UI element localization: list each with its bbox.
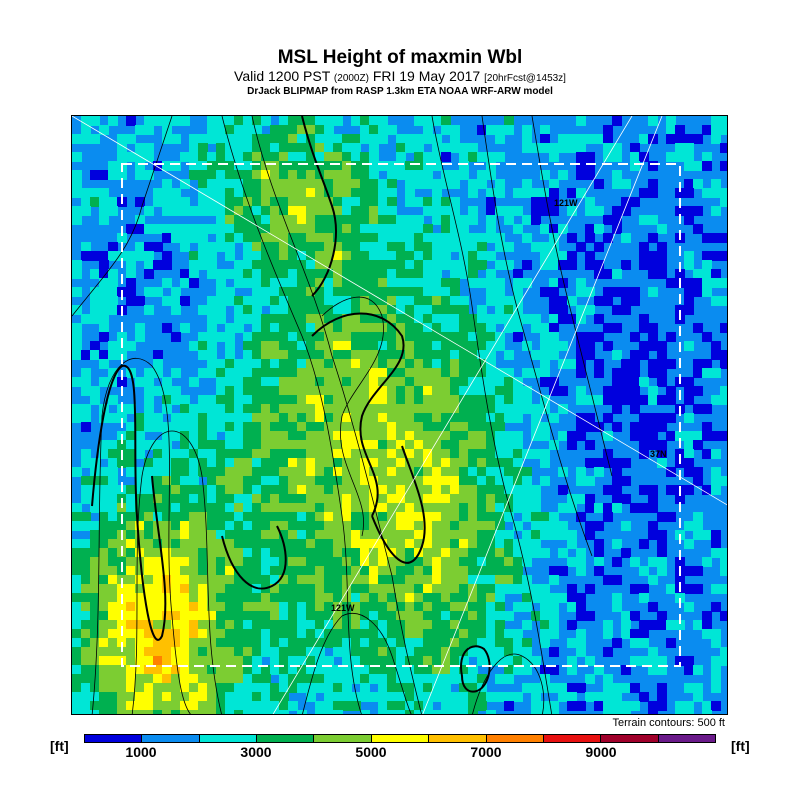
legend-tick-label: 9000: [585, 744, 617, 760]
legend-tick-label: 1000: [125, 744, 157, 760]
color-legend-bar: [84, 734, 716, 743]
legend-tick-label: 5000: [355, 744, 387, 760]
terrain-contour-major: [460, 645, 491, 693]
forecast-info: [20hrFcst@1453z]: [484, 73, 566, 84]
terrain-contour: [531, 116, 613, 477]
terrain-contour: [472, 653, 545, 714]
terrain-contour: [221, 116, 362, 714]
map-title: MSL Height of maxmin Wbl: [277, 47, 523, 68]
legend-swatch: [85, 735, 143, 742]
legend-swatch: [543, 735, 602, 742]
terrain-contour: [251, 116, 422, 714]
map-panel: 121W 37N 121W: [71, 115, 728, 715]
legend-swatch: [601, 735, 659, 742]
map-field: [72, 116, 727, 714]
longitude-line: [272, 116, 633, 714]
latitude-line: [72, 116, 727, 506]
model-credit: DrJack BLIPMAP from RASP 1.3km ETA NOAA …: [247, 86, 553, 97]
inner-domain-boundary: [121, 163, 681, 667]
legend-tick-label: 3000: [240, 744, 272, 760]
terrain-contour-major: [91, 364, 167, 641]
terrain-contours-note: Terrain contours: 500 ft: [612, 717, 725, 729]
terrain-contour: [481, 116, 593, 557]
legend-swatch: [371, 735, 430, 742]
legend-tick-label: 7000: [470, 744, 502, 760]
terrain-contour: [91, 357, 191, 714]
terrain-contour: [302, 613, 412, 714]
longitude-line: [422, 116, 663, 714]
legend-unit-left: [ft]: [50, 738, 69, 754]
legend-swatch: [142, 735, 200, 742]
terrain-contour-major: [311, 312, 405, 517]
legend-swatch: [486, 735, 544, 742]
legend-swatch: [199, 735, 258, 742]
terrain-contour: [431, 116, 553, 714]
terrain-contour: [131, 430, 222, 714]
legend-unit-right: [ft]: [731, 738, 750, 754]
valid-date: FRI 19 May 2017: [372, 68, 481, 84]
terrain-contour: [321, 296, 384, 537]
legend-swatch: [257, 735, 315, 742]
terrain-contour: [72, 116, 173, 317]
terrain-contour-major: [221, 525, 287, 590]
lon-label-top: 121W: [554, 198, 578, 208]
lat-label-right: 37N: [650, 449, 667, 459]
legend-swatch: [658, 735, 715, 742]
valid-time: Valid 1200 PST: [234, 68, 331, 84]
terrain-contour-major: [371, 445, 426, 564]
legend-swatch: [429, 735, 487, 742]
legend-swatch: [314, 735, 372, 742]
lon-label-bottom: 121W: [331, 603, 355, 613]
zulu-time: (2000Z): [333, 73, 369, 84]
map-subtitle: Valid 1200 PST (2000Z) FRI 19 May 2017 […: [0, 68, 800, 84]
terrain-contour-major: [301, 116, 337, 297]
